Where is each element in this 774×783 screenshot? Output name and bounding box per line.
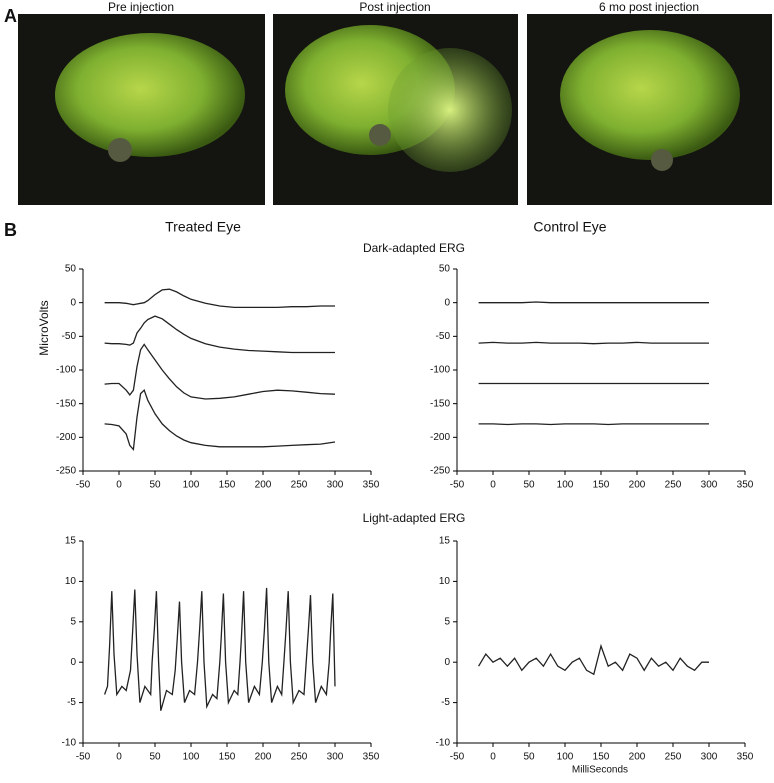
x-tick-label: 250 — [665, 480, 682, 491]
y-tick-label: -200 — [56, 432, 76, 443]
x-tick-label: 250 — [665, 752, 682, 763]
x-tick-label: 250 — [291, 752, 308, 763]
x-tick-label: 300 — [701, 480, 718, 491]
y-tick-label: -50 — [62, 331, 77, 342]
x-tick-label: 0 — [490, 480, 496, 491]
y-tick-label: 50 — [439, 264, 451, 275]
x-tick-label: 250 — [291, 480, 308, 491]
y-tick-label: 0 — [70, 657, 76, 668]
x-tick-label: 50 — [523, 752, 535, 763]
x-tick-label: 150 — [593, 752, 610, 763]
x-tick-label: 50 — [523, 480, 535, 491]
data-line — [104, 389, 336, 452]
x-tick-label: -50 — [450, 480, 465, 491]
x-tick-label: 100 — [183, 752, 200, 763]
y-tick-label: 0 — [444, 297, 450, 308]
x-tick-label: -50 — [76, 752, 91, 763]
x-tick-label: 350 — [363, 752, 380, 763]
image-title: Post injection — [359, 0, 430, 14]
y-tick-label: -150 — [430, 398, 450, 409]
y-tick-label: -250 — [430, 466, 450, 477]
x-tick-label: 50 — [149, 480, 161, 491]
y-tick-label: -250 — [56, 466, 76, 477]
x-tick-label: 100 — [557, 752, 574, 763]
x-tick-label: 350 — [737, 752, 754, 763]
data-line — [104, 343, 336, 400]
y-tick-label: -100 — [430, 365, 450, 376]
y-tick-label: -150 — [56, 398, 76, 409]
data-line — [478, 643, 709, 676]
column-title: Treated Eye — [165, 219, 241, 235]
data-line — [478, 341, 709, 345]
x-tick-label: 200 — [629, 752, 646, 763]
data-line — [104, 315, 335, 354]
x-tick-label: 150 — [219, 752, 236, 763]
y-tick-label: 5 — [70, 616, 76, 627]
data-line — [103, 587, 336, 711]
fundus-image — [527, 14, 772, 205]
x-tick-label: 200 — [629, 480, 646, 491]
y-tick-label: -200 — [430, 432, 450, 443]
x-tick-label: 50 — [149, 752, 161, 763]
x-tick-label: 350 — [363, 480, 380, 491]
y-tick-label: 50 — [65, 264, 77, 275]
row-title: Dark-adapted ERG — [363, 241, 465, 255]
y-tick-label: 0 — [70, 297, 76, 308]
x-tick-label: 150 — [593, 480, 610, 491]
x-tick-label: 0 — [490, 752, 496, 763]
fundus-image — [18, 14, 265, 205]
column-title: Control Eye — [533, 219, 606, 235]
x-tick-label: 300 — [701, 752, 718, 763]
y-tick-label: -100 — [56, 365, 76, 376]
x-tick-label: 100 — [183, 480, 200, 491]
y-tick-label: -10 — [62, 738, 77, 749]
x-tick-label: 350 — [737, 480, 754, 491]
x-tick-label: 200 — [255, 480, 272, 491]
data-line — [104, 288, 335, 309]
y-tick-label: -10 — [436, 738, 451, 749]
y-tick-label: -50 — [436, 331, 451, 342]
panel-label: B — [4, 220, 17, 240]
x-tick-label: 0 — [116, 480, 122, 491]
y-tick-label: 5 — [444, 616, 450, 627]
x-tick-label: 0 — [116, 752, 122, 763]
y-tick-label: 10 — [65, 576, 77, 587]
image-title: Pre injection — [108, 0, 174, 14]
y-tick-label: -5 — [67, 697, 76, 708]
fundus-image — [273, 14, 518, 205]
x-tick-label: -50 — [450, 752, 465, 763]
x-tick-label: 200 — [255, 752, 272, 763]
data-line — [478, 423, 709, 426]
image-title: 6 mo post injection — [599, 0, 699, 14]
y-axis-label: MicroVolts — [37, 300, 51, 355]
row-title: Light-adapted ERG — [363, 511, 466, 525]
y-tick-label: -5 — [441, 697, 450, 708]
y-tick-label: 15 — [65, 536, 77, 547]
y-tick-label: 0 — [444, 657, 450, 668]
data-line — [478, 301, 709, 304]
x-tick-label: 100 — [557, 480, 574, 491]
panel-label: A — [4, 6, 17, 26]
y-tick-label: 10 — [439, 576, 451, 587]
x-tick-label: 300 — [327, 752, 344, 763]
x-tick-label: -50 — [76, 480, 91, 491]
x-tick-label: 150 — [219, 480, 236, 491]
x-axis-label: MilliSeconds — [572, 765, 628, 776]
x-tick-label: 300 — [327, 480, 344, 491]
y-tick-label: 15 — [439, 536, 451, 547]
